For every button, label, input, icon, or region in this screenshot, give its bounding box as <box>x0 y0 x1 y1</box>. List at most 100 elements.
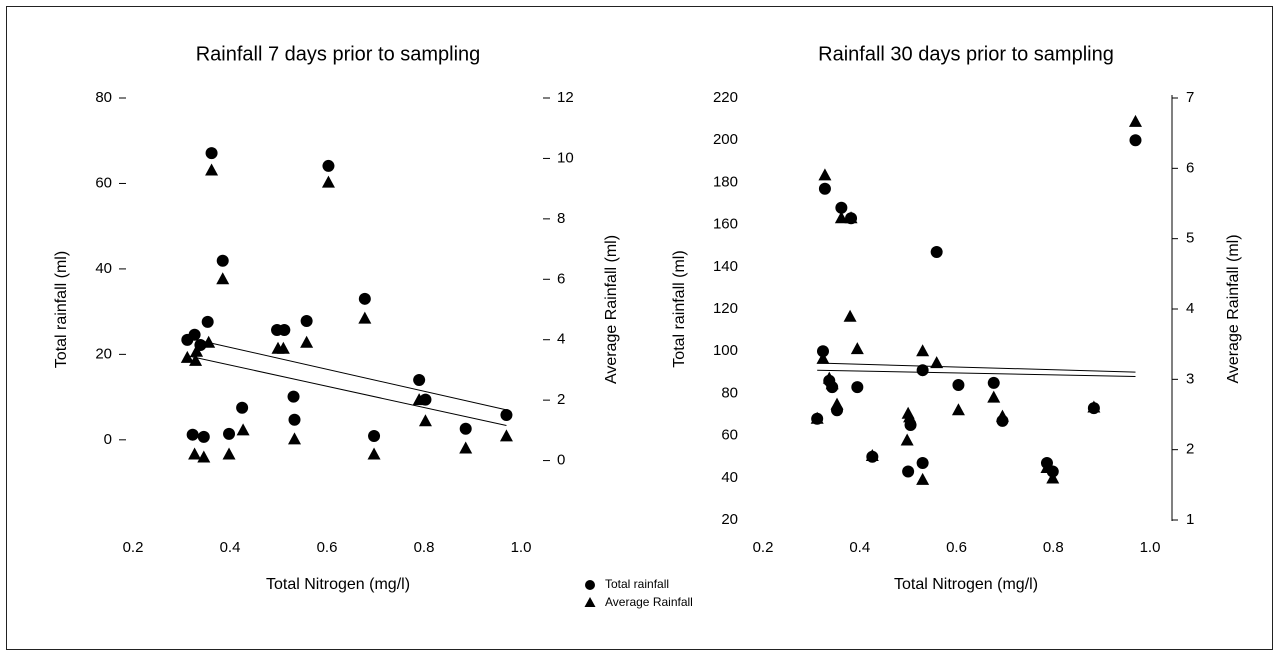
x-tick-label: 0.8 <box>1043 539 1064 556</box>
triangle-point <box>810 411 824 424</box>
panel-title: Rainfall 30 days prior to sampling <box>818 43 1114 65</box>
triangle-point <box>1087 400 1101 413</box>
y2-tick-label: 5 <box>1186 230 1194 247</box>
triangle-point <box>900 433 914 446</box>
triangle-point <box>825 377 839 390</box>
circle-point <box>500 409 513 422</box>
y2-axis-title: Average Rainfall (ml) <box>1225 234 1242 383</box>
x-tick-label: 0.4 <box>220 539 241 556</box>
circle-point <box>236 401 249 414</box>
triangle-point <box>367 447 381 460</box>
y2-tick-label: 8 <box>557 210 565 227</box>
y-tick-label: 80 <box>721 384 738 401</box>
triangle-point <box>202 335 216 348</box>
x-tick-label: 0.2 <box>123 539 144 556</box>
y-axis-title: Total rainfall (ml) <box>671 250 688 367</box>
triangle-point <box>1128 114 1142 127</box>
trend-line <box>817 362 1136 373</box>
triangle-point <box>300 335 314 348</box>
legend-marker <box>585 580 595 590</box>
triangle-point <box>1040 460 1054 473</box>
circle-point <box>278 324 291 337</box>
x-axis-title: Total Nitrogen (mg/l) <box>894 576 1038 593</box>
triangle-point <box>865 448 879 461</box>
panel-title: Rainfall 7 days prior to sampling <box>196 43 481 65</box>
triangle-point <box>321 175 335 188</box>
y2-tick-label: 10 <box>557 149 574 166</box>
y-tick-label: 220 <box>713 89 738 106</box>
y-tick-label: 200 <box>713 131 738 148</box>
triangle-point <box>412 393 426 406</box>
circle-point <box>987 376 1000 389</box>
x-tick-label: 1.0 <box>511 539 532 556</box>
x-tick-label: 0.6 <box>946 539 967 556</box>
circle-point <box>835 201 848 214</box>
x-tick-label: 1.0 <box>1140 539 1161 556</box>
trend-line <box>817 369 1136 378</box>
triangle-point <box>995 409 1009 422</box>
y2-tick-label: 7 <box>1186 89 1194 106</box>
y-tick-label: 0 <box>104 431 112 448</box>
triangle-point <box>930 356 944 369</box>
y-tick-label: 40 <box>95 260 112 277</box>
circle-point <box>916 457 929 470</box>
circle-point <box>186 428 199 441</box>
triangle-point <box>951 403 965 416</box>
y2-tick-label: 2 <box>1186 441 1194 458</box>
circle-point <box>288 413 301 426</box>
triangle-point <box>418 414 432 427</box>
triangle-point <box>916 472 930 485</box>
circle-point <box>368 429 381 442</box>
y-tick-label: 40 <box>721 469 738 486</box>
circle-point <box>201 315 214 328</box>
y-tick-label: 140 <box>713 258 738 275</box>
circle-point <box>223 427 236 440</box>
circle-point <box>358 292 371 305</box>
y2-tick-label: 1 <box>1186 511 1194 528</box>
x-tick-label: 0.4 <box>849 539 870 556</box>
circle-point <box>287 390 300 403</box>
x-tick-label: 0.2 <box>753 539 774 556</box>
y-tick-label: 180 <box>713 173 738 190</box>
y2-tick-label: 6 <box>557 270 565 287</box>
triangle-point <box>818 168 832 181</box>
triangle-point <box>288 432 302 445</box>
trend-line <box>187 337 507 411</box>
triangle-point <box>358 311 372 324</box>
circle-point <box>851 381 864 394</box>
triangle-point <box>916 344 930 357</box>
y-axis-title: Total rainfall (ml) <box>53 251 70 368</box>
frame <box>6 6 1273 650</box>
y2-tick-label: 6 <box>1186 159 1194 176</box>
circle-point <box>216 254 229 267</box>
circle-point <box>930 246 943 259</box>
x-tick-label: 0.6 <box>317 539 338 556</box>
x-axis-title: Total Nitrogen (mg/l) <box>266 576 410 593</box>
triangle-point <box>834 211 848 224</box>
y-tick-label: 120 <box>713 300 738 317</box>
legend-marker <box>584 597 596 607</box>
circle-point <box>1129 134 1142 147</box>
y-tick-label: 80 <box>95 89 112 106</box>
x-tick-label: 0.8 <box>414 539 435 556</box>
y2-tick-label: 2 <box>557 391 565 408</box>
triangle-point <box>222 447 236 460</box>
circle-point <box>816 345 829 358</box>
legend-label: Average Rainfall <box>605 595 693 609</box>
triangle-point <box>197 450 211 463</box>
y2-tick-label: 4 <box>1186 300 1194 317</box>
y-tick-label: 60 <box>721 427 738 444</box>
circle-point <box>916 364 929 377</box>
circle-point <box>902 465 915 478</box>
circle-point <box>413 374 426 386</box>
triangle-point <box>236 423 250 436</box>
triangle-point <box>216 272 230 285</box>
circle-point <box>300 315 313 328</box>
triangle-point <box>844 211 858 224</box>
trend-line <box>187 355 507 427</box>
y2-tick-label: 3 <box>1186 370 1194 387</box>
triangle-point <box>830 397 844 410</box>
circle-point <box>459 422 472 435</box>
circle-point <box>818 182 831 195</box>
triangle-point <box>499 429 513 442</box>
